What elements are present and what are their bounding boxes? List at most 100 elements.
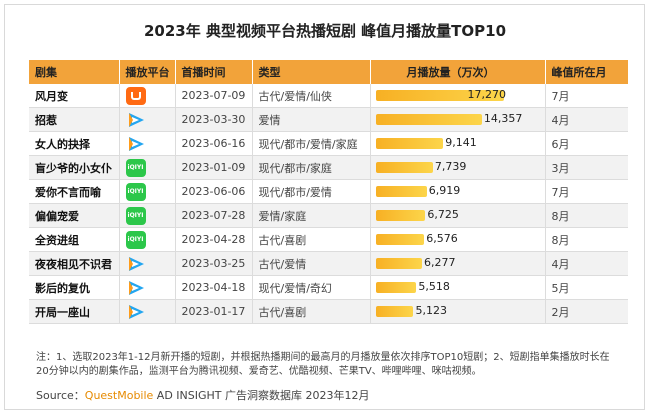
plays-bar [375, 138, 444, 149]
header-peak: 峰值所在月 [545, 60, 628, 84]
drama-name: 偏偏宠爱 [29, 203, 120, 228]
mango-tv-icon [125, 86, 146, 105]
header-plays: 月播放量（万次） [370, 60, 546, 84]
premiere-date: 2023-03-25 [175, 251, 253, 276]
drama-name: 全资进组 [29, 227, 120, 252]
platform-cell: iQIYI [119, 227, 176, 252]
tencent-video-icon [126, 111, 146, 129]
plays-bar [375, 90, 504, 101]
iqiyi-icon: iQIYI [125, 230, 146, 249]
plays-bar [375, 282, 417, 293]
peak-month: 3月 [545, 155, 628, 180]
peak-month: 7月 [545, 84, 628, 108]
drama-name: 招惹 [29, 107, 120, 132]
table-row: 夜夜相见不识君 2023-03-25 古代/爱情 6,277 4月 [29, 251, 628, 276]
plays-value: 5,123 [415, 304, 447, 317]
peak-month: 4月 [545, 107, 628, 132]
plays-cell: 9,141 [370, 131, 546, 156]
premiere-date: 2023-06-06 [175, 179, 253, 204]
premiere-date: 2023-06-16 [175, 131, 253, 156]
platform-cell [119, 107, 176, 132]
plays-value: 6,725 [427, 208, 459, 221]
header-platform: 播放平台 [119, 60, 176, 84]
drama-name: 女人的抉择 [29, 131, 120, 156]
table-row: 盲少爷的小女仆 iQIYI 2023-01-09 现代/都市/家庭 7,739 3月 [29, 155, 628, 180]
table-row: 女人的抉择 2023-06-16 现代/都市/爱情/家庭 9,141 6月 [29, 131, 628, 156]
genre: 古代/爱情/仙侠 [252, 84, 371, 108]
plays-value: 9,141 [445, 136, 477, 149]
platform-cell: iQIYI [119, 203, 176, 228]
premiere-date: 2023-01-09 [175, 155, 253, 180]
tencent-video-icon [126, 255, 146, 273]
plays-value: 7,739 [434, 160, 467, 173]
table-row: 风月变 2023-07-09 古代/爱情/仙侠 17,270 7月 [29, 84, 628, 108]
platform-cell: iQIYI [119, 155, 176, 180]
table-row: 开局一座山 2023-01-17 古代/喜剧 5,123 2月 [29, 299, 628, 324]
table-row: 招惹 2023-03-30 爱情 14,357 4月 [29, 107, 628, 132]
tencent-video-icon [126, 279, 146, 297]
header-date: 首播时间 [175, 60, 253, 84]
genre: 现代/都市/家庭 [252, 155, 371, 180]
premiere-date: 2023-04-18 [175, 275, 253, 300]
drama-name: 影后的复仇 [29, 275, 120, 300]
source-rest: AD INSIGHT 广告洞察数据库 2023年12月 [153, 389, 370, 402]
genre: 古代/爱情 [252, 251, 371, 276]
iqiyi-icon: iQIYI [125, 206, 146, 225]
peak-month: 5月 [545, 275, 628, 300]
premiere-date: 2023-04-28 [175, 227, 253, 252]
source-brand: QuestMobile [84, 389, 154, 402]
plays-cell: 6,725 [370, 203, 546, 228]
plays-cell: 6,277 [370, 251, 546, 276]
plays-bar [375, 210, 426, 221]
plays-cell: 6,576 [370, 227, 546, 252]
peak-month: 8月 [545, 227, 628, 252]
genre: 古代/喜剧 [252, 227, 371, 252]
plays-value: 6,919 [428, 184, 461, 197]
platform-cell: iQIYI [119, 179, 176, 204]
premiere-date: 2023-01-17 [175, 299, 253, 324]
plays-value: 6,277 [424, 256, 456, 269]
premiere-date: 2023-03-30 [175, 107, 253, 132]
iqiyi-icon: iQIYI [125, 158, 146, 177]
plays-value: 6,576 [426, 232, 458, 245]
genre: 爱情/家庭 [252, 203, 371, 228]
platform-cell [119, 299, 176, 324]
source-prefix: Source： [36, 389, 85, 402]
drama-name: 风月变 [29, 84, 120, 108]
peak-month: 8月 [545, 203, 628, 228]
footnote: 注：1、选取2023年1-12月新开播的短剧，并根据热播期间的最高月的月播放量依… [36, 352, 610, 377]
table-row: 爱你不言而喻 iQIYI 2023-06-06 现代/都市/爱情 6,919 7月 [29, 179, 628, 204]
header-name: 剧集 [29, 60, 120, 84]
plays-bar [375, 306, 414, 317]
plays-value: 14,357 [483, 112, 523, 125]
peak-month: 7月 [545, 179, 628, 204]
plays-cell: 6,919 [370, 179, 546, 204]
peak-month: 6月 [545, 131, 628, 156]
plays-cell: 14,357 [370, 107, 546, 132]
plays-cell: 7,739 [370, 155, 546, 180]
ranking-table: 剧集 播放平台 首播时间 类型 月播放量（万次） 峰值所在月 风月变 2023-0… [29, 60, 628, 324]
plays-cell: 5,518 [370, 275, 546, 300]
peak-month: 4月 [545, 251, 628, 276]
plays-cell: 17,270 [370, 84, 546, 108]
genre: 现代/都市/爱情 [252, 179, 371, 204]
peak-month: 2月 [545, 299, 628, 324]
plays-bar [375, 114, 482, 125]
table-row: 影后的复仇 2023-04-18 现代/爱情/奇幻 5,518 5月 [29, 275, 628, 300]
premiere-date: 2023-07-28 [175, 203, 253, 228]
drama-name: 盲少爷的小女仆 [29, 155, 120, 180]
plays-cell: 5,123 [370, 299, 546, 324]
genre: 古代/喜剧 [252, 299, 371, 324]
premiere-date: 2023-07-09 [175, 84, 253, 108]
platform-cell [119, 275, 176, 300]
genre: 爱情 [252, 107, 371, 132]
header-genre: 类型 [252, 60, 371, 84]
plays-bar [375, 234, 425, 245]
plays-value: 5,518 [418, 280, 450, 293]
plays-bar [375, 258, 423, 269]
plays-bar [375, 162, 433, 173]
table-header-row: 剧集 播放平台 首播时间 类型 月播放量（万次） 峰值所在月 [29, 60, 628, 84]
source-line: Source：QuestMobile AD INSIGHT 广告洞察数据库 20… [36, 387, 370, 403]
genre: 现代/都市/爱情/家庭 [252, 131, 371, 156]
table-row: 偏偏宠爱 iQIYI 2023-07-28 爱情/家庭 6,725 8月 [29, 203, 628, 228]
